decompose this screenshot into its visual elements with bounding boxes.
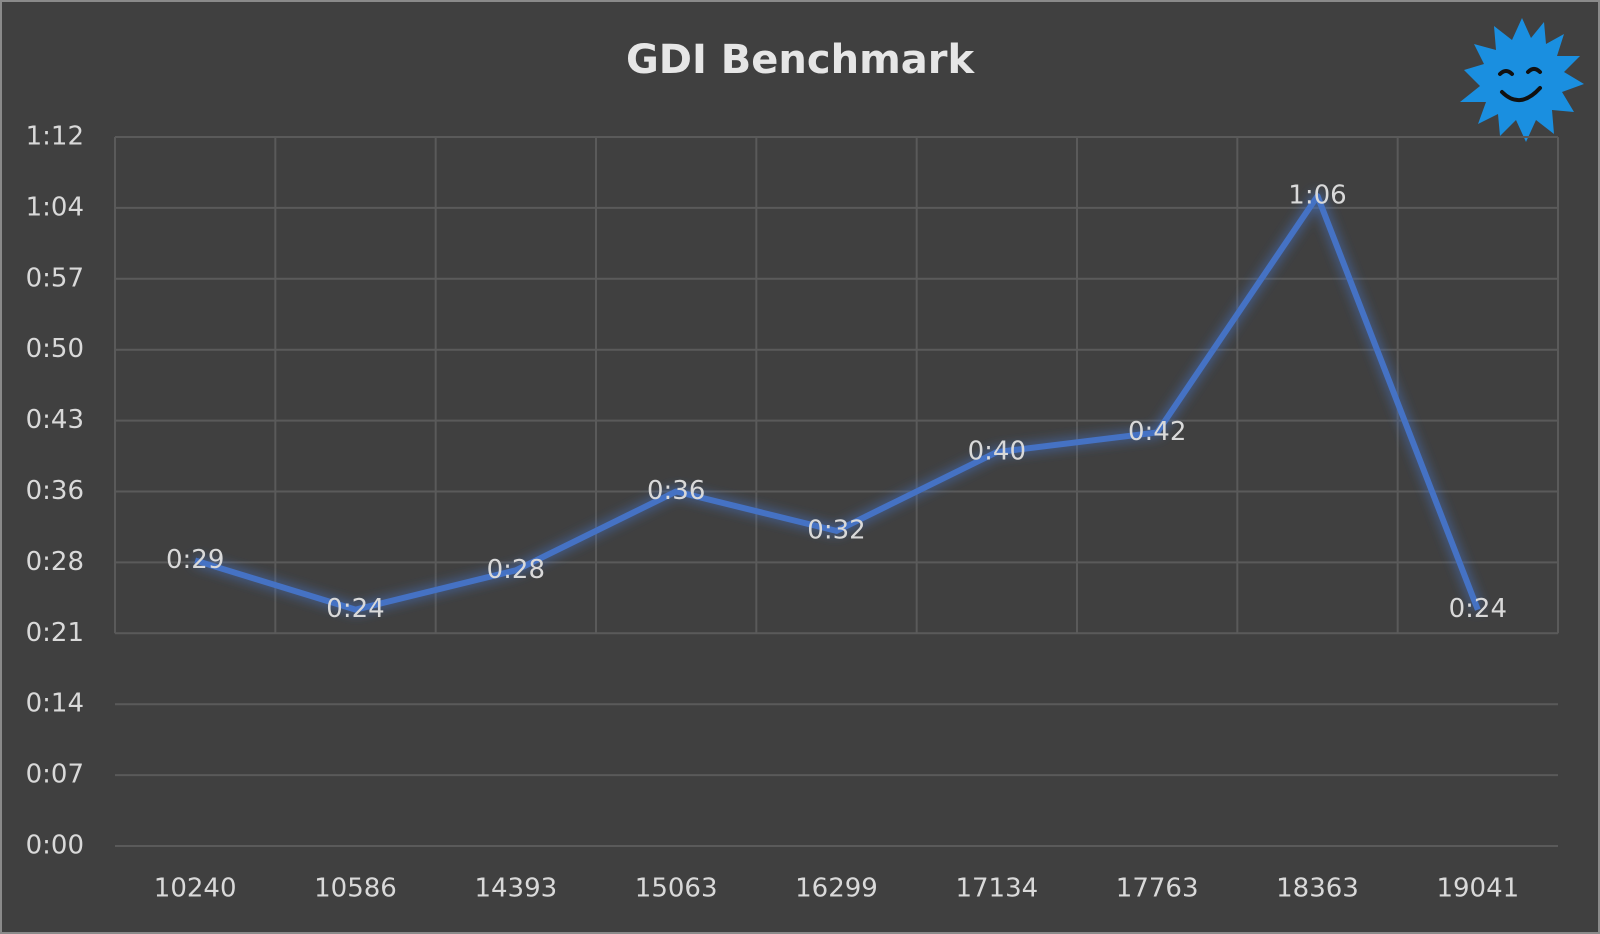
x-tick-label: 17134 [955, 874, 1038, 904]
data-label: 0:40 [968, 437, 1026, 467]
y-tick-label: 1:04 [26, 192, 84, 222]
data-label: 0:24 [326, 594, 384, 624]
chart-title: GDI Benchmark [626, 37, 976, 83]
y-tick-label: 0:50 [26, 334, 84, 364]
sun-logo [1460, 18, 1584, 142]
data-label: 0:42 [1128, 417, 1186, 447]
x-tick-label: 17763 [1116, 874, 1199, 904]
data-label: 0:32 [807, 515, 865, 545]
y-tick-label: 0:07 [26, 760, 84, 790]
x-tick-label: 19041 [1436, 874, 1519, 904]
y-tick-label: 0:57 [26, 263, 84, 293]
data-label: 1:06 [1288, 181, 1346, 211]
y-tick-label: 1:12 [26, 122, 84, 152]
series-line [194, 193, 1481, 613]
y-tick-label: 0:28 [26, 547, 84, 577]
y-tick-label: 0:14 [26, 689, 84, 719]
y-tick-label: 0:43 [26, 405, 84, 435]
x-tick-label: 10240 [154, 874, 237, 904]
y-tick-label: 0:00 [26, 831, 84, 861]
data-label: 0:36 [647, 476, 705, 506]
x-tick-label: 18363 [1276, 874, 1359, 904]
y-tick-label: 0:36 [26, 476, 84, 506]
data-label: 0:29 [166, 545, 224, 575]
data-label: 0:28 [487, 555, 545, 585]
y-tick-label: 0:21 [26, 618, 84, 648]
x-tick-label: 15063 [635, 874, 718, 904]
x-tick-label: 16299 [795, 874, 878, 904]
x-tick-label: 14393 [474, 874, 557, 904]
data-label: 0:24 [1449, 594, 1507, 624]
x-tick-label: 10586 [314, 874, 397, 904]
